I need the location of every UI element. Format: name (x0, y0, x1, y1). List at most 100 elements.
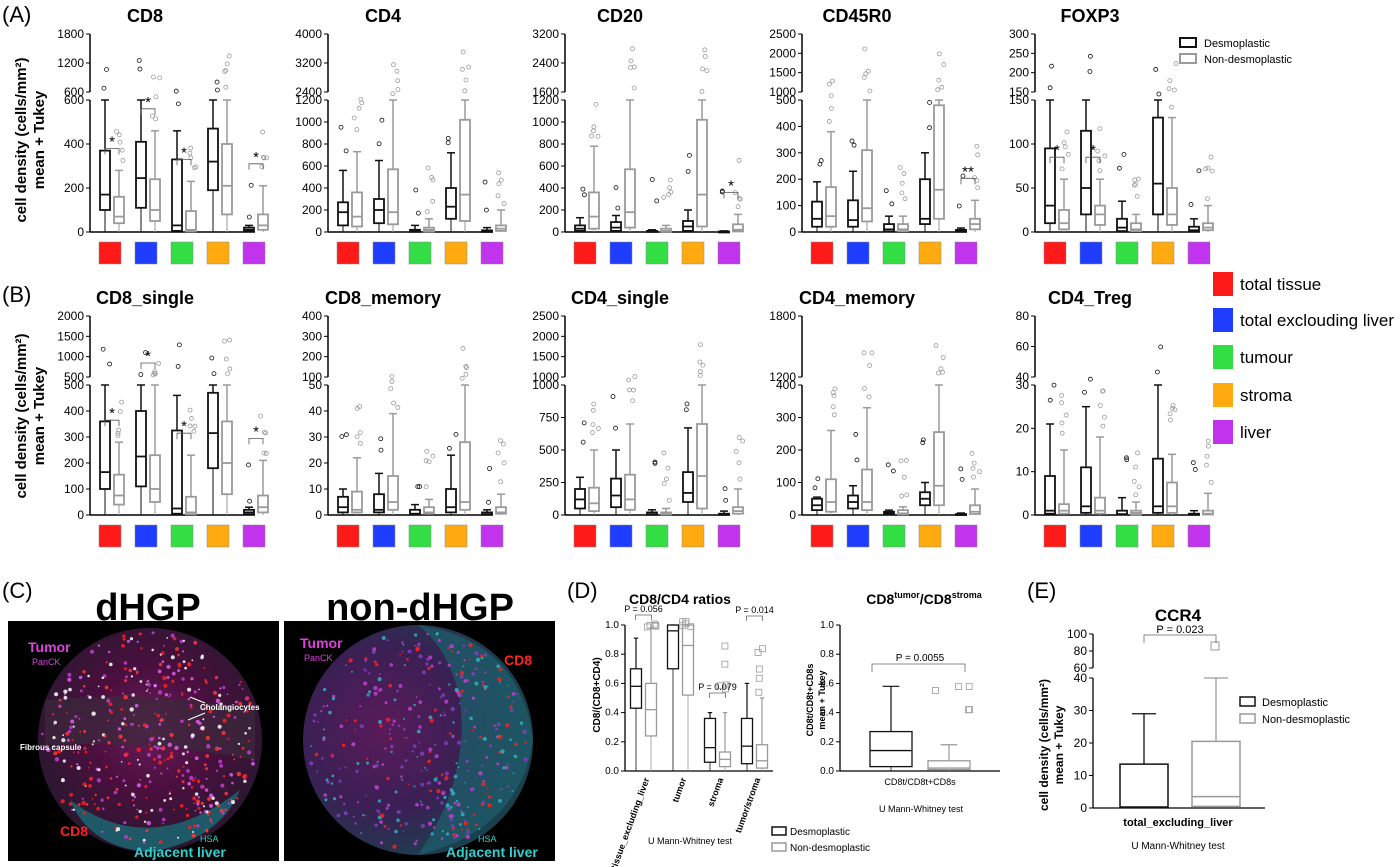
outlier (1124, 455, 1129, 461)
stain-dot (402, 643, 405, 646)
stain-dot (78, 675, 83, 680)
stain-dot (475, 657, 481, 662)
outlier (426, 459, 432, 465)
outlier (899, 180, 905, 186)
outlier (119, 147, 125, 153)
stain-dot (519, 721, 524, 725)
outlier (904, 458, 909, 463)
stain-dot (154, 712, 156, 715)
box (588, 191, 600, 230)
outlier (1172, 407, 1178, 413)
stain-dot (328, 710, 332, 715)
outlier (191, 428, 197, 434)
stain-dot (231, 781, 234, 785)
stain-dot (79, 689, 83, 693)
region-color-marker (954, 241, 978, 265)
box (933, 431, 945, 507)
stain-dot (455, 834, 459, 838)
stain-dot (131, 693, 135, 697)
stain-dot (193, 640, 198, 645)
outlier (1133, 464, 1139, 470)
stain-dot (168, 695, 171, 698)
outlier (1095, 148, 1101, 154)
y-tick-label-lower: 0 (789, 508, 796, 522)
stain-dot (381, 636, 386, 640)
stain-dot (123, 661, 128, 665)
stain-dot (502, 766, 506, 770)
outlier (615, 205, 621, 211)
outlier (591, 128, 596, 134)
sig-bracket (960, 177, 976, 185)
outlier (1154, 369, 1160, 375)
outlier (626, 387, 632, 393)
p-value: P = 0.014 (735, 605, 774, 615)
outlier (378, 436, 384, 442)
stain-dot (452, 833, 457, 837)
outlier (413, 187, 419, 193)
outlier (187, 407, 193, 413)
chart-title: CD8 (127, 6, 163, 26)
outlier (652, 459, 658, 465)
y-tick-label-upper: 150 (1009, 85, 1029, 99)
y-tick-label-lower: 500 (539, 443, 559, 457)
panel-label-c: (C) (2, 578, 33, 603)
stain-dot (181, 691, 183, 694)
stain-dot (434, 744, 437, 746)
outlier (666, 497, 672, 503)
region-color-marker (846, 524, 870, 548)
stain-dot (70, 719, 75, 724)
stain-dot (248, 701, 252, 706)
stain-dot (454, 687, 459, 692)
stain-dot (94, 793, 97, 797)
stain-dot (91, 711, 96, 716)
outlier (1173, 61, 1179, 66)
stain-dot (66, 738, 70, 742)
outlier (736, 195, 742, 201)
stain-dot (372, 647, 377, 651)
stain-dot (438, 638, 441, 642)
stain-dot (229, 710, 232, 712)
stain-dot (460, 689, 464, 693)
outlier (977, 469, 982, 475)
outlier (246, 214, 252, 220)
outlier (116, 427, 122, 433)
stain-dot (149, 737, 154, 742)
stain-dot (365, 794, 367, 797)
stain-dot (471, 696, 475, 700)
outlier (630, 398, 636, 404)
outlier (971, 460, 977, 466)
stain-dot (147, 682, 151, 687)
y-tick-label-lower: 10 (309, 482, 323, 496)
outlier (719, 188, 725, 194)
stain-dot (184, 666, 188, 670)
outlier (466, 64, 472, 70)
stain-dot (389, 663, 394, 667)
box (861, 468, 873, 512)
outlier (1205, 443, 1211, 449)
stain-dot (162, 822, 165, 825)
stain-dot (113, 790, 118, 795)
stain-dot (188, 661, 190, 664)
stain-dot (71, 739, 74, 742)
stain-dot (489, 744, 492, 748)
stain-dot (386, 776, 390, 781)
outlier (754, 649, 762, 656)
sig-star: ** (962, 163, 974, 180)
outlier (119, 399, 125, 405)
stain-dot (200, 725, 205, 731)
stain-dot (499, 787, 503, 791)
stain-dot (84, 750, 88, 754)
outlier (1136, 484, 1142, 490)
stain-dot (106, 719, 109, 722)
stain-dot (120, 708, 124, 711)
stain-dot (78, 717, 81, 720)
stain-dot (388, 683, 393, 688)
sig-bracket (140, 362, 156, 369)
outlier (389, 379, 395, 385)
outlier (495, 450, 501, 456)
outlier (460, 49, 466, 55)
outlier (613, 425, 618, 431)
region-color-marker (1115, 241, 1139, 265)
